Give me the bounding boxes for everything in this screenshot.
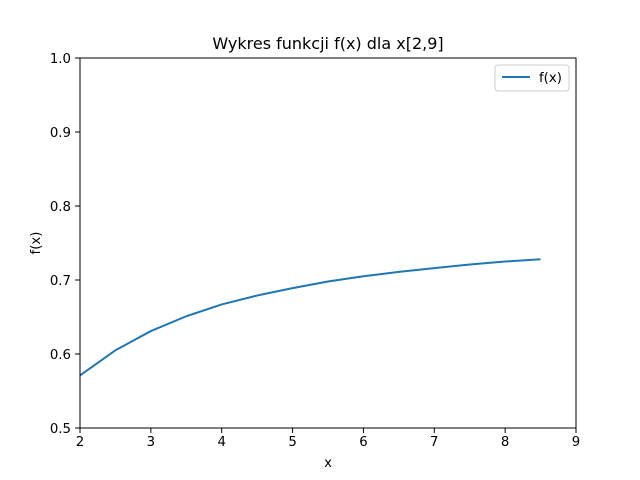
y-tick-label: 0.8 <box>50 200 71 215</box>
y-tick-label: 1.0 <box>50 52 71 67</box>
y-tick-label: 0.9 <box>50 126 71 141</box>
legend-box <box>494 64 570 92</box>
legend: f(x) <box>494 64 570 92</box>
x-tick-label: 6 <box>359 435 367 450</box>
x-tick-label: 8 <box>501 435 509 450</box>
plot-frame <box>79 57 577 429</box>
y-tick-label: 0.5 <box>50 422 71 437</box>
x-tick-label: 2 <box>76 435 84 450</box>
legend-entry-fx: f(x) <box>539 71 562 86</box>
x-axis-label: x <box>324 456 332 471</box>
x-tick-label: 4 <box>217 435 225 450</box>
x-tick-label: 9 <box>572 435 580 450</box>
series-line-fx <box>79 258 541 377</box>
x-tick-label: 3 <box>147 435 155 450</box>
y-tick-label: 0.7 <box>50 274 71 289</box>
y-tick-label: 0.6 <box>50 348 71 363</box>
ticks-layer: 2 3 4 5 6 7 8 9 0.5 0.6 0.7 0.8 0.9 1.0 <box>50 52 580 450</box>
x-tick-label: 5 <box>288 435 296 450</box>
y-axis-label: f(x) <box>29 232 44 255</box>
series-layer <box>79 258 541 377</box>
x-tick-label: 7 <box>430 435 438 450</box>
chart-title: Wykres funkcji f(x) dla x[2,9] <box>212 34 443 53</box>
